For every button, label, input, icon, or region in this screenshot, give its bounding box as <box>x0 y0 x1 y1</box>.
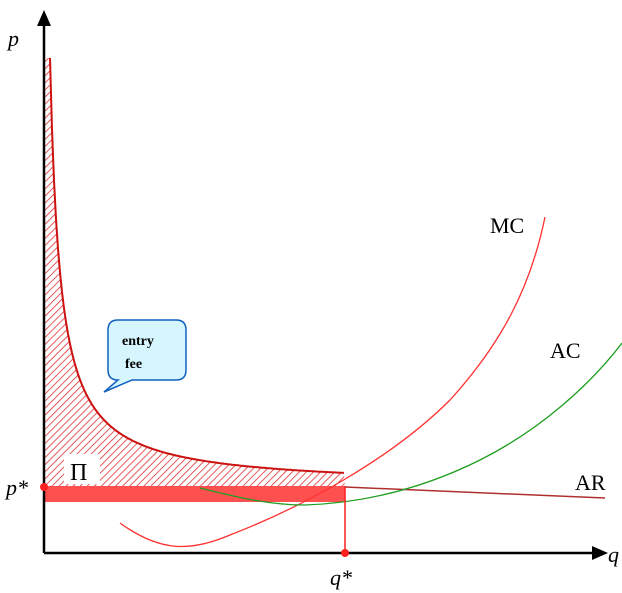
q-star-dot <box>341 549 349 557</box>
p-star-label: p* <box>4 475 28 500</box>
ac-label: AC <box>550 338 581 363</box>
profit-label: Π <box>70 460 87 486</box>
p-star-dot <box>40 483 48 491</box>
entry-fee-text-line1: entry <box>122 334 154 349</box>
y-axis-label: p <box>6 26 19 51</box>
x-axis-label: q <box>608 542 619 567</box>
demand-curve <box>49 57 345 474</box>
x-axis-arrow <box>592 546 608 560</box>
y-axis-arrow <box>37 10 51 26</box>
q-star-label: q* <box>330 565 352 590</box>
profit-label-box <box>64 454 100 484</box>
ar-label: AR <box>575 470 606 495</box>
mc-label: MC <box>490 213 524 238</box>
mc-curve <box>119 216 546 548</box>
ar-curve <box>344 486 606 499</box>
entry-fee-callout <box>103 319 187 393</box>
entry-fee-hatched-region <box>44 58 345 487</box>
entry-fee-text-line2: fee <box>125 357 142 372</box>
ac-curve <box>199 342 622 506</box>
profit-rectangle <box>45 486 345 502</box>
